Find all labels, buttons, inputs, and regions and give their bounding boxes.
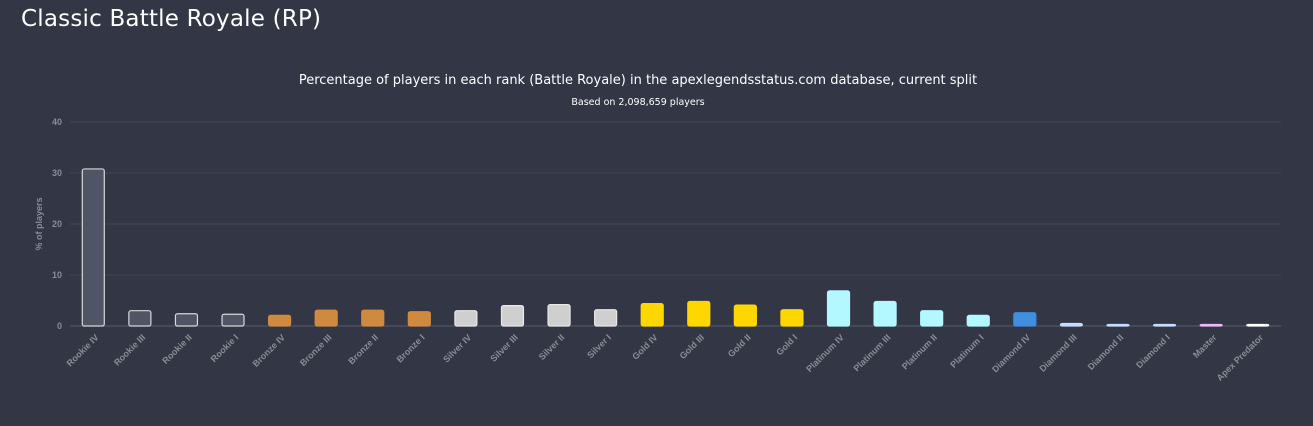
x-tick-label: Platinum I — [948, 332, 985, 369]
bar[interactable] — [174, 313, 199, 327]
x-tick-label: Rookie IV — [65, 332, 101, 368]
x-tick-label: Gold II — [726, 332, 753, 359]
bar[interactable] — [81, 168, 105, 327]
x-tick-label: Platinum IV — [804, 332, 846, 374]
bar[interactable] — [361, 309, 385, 327]
bar[interactable] — [547, 303, 571, 327]
y-tick-label: 20 — [52, 219, 62, 229]
bar[interactable] — [1059, 322, 1084, 327]
x-tick-label: Silver I — [585, 332, 613, 360]
x-tick-label: Diamond III — [1037, 332, 1078, 373]
bar[interactable] — [733, 304, 757, 327]
bar[interactable] — [1152, 323, 1177, 327]
y-axis-title: % of players — [34, 197, 44, 250]
bar[interactable] — [780, 309, 804, 327]
bar[interactable] — [314, 309, 338, 327]
x-tick-label: Diamond IV — [990, 332, 1032, 374]
x-tick-label: Gold IV — [630, 332, 659, 361]
bar[interactable] — [873, 300, 897, 327]
x-tick-label: Silver III — [488, 332, 519, 363]
bar[interactable] — [500, 305, 525, 327]
x-tick-label: Bronze III — [298, 332, 334, 368]
bar[interactable] — [826, 290, 851, 327]
x-tick-label: Master — [1191, 332, 1219, 360]
bar[interactable] — [267, 314, 292, 327]
x-tick-label: Platinum II — [900, 332, 939, 371]
bar[interactable] — [920, 310, 944, 327]
y-tick-label: 10 — [52, 270, 62, 280]
bar[interactable] — [128, 310, 152, 327]
bar[interactable] — [1013, 312, 1037, 327]
page-title: Classic Battle Royale (RP) — [21, 6, 322, 32]
x-tick-label: Platinum III — [851, 332, 892, 373]
bar[interactable] — [966, 314, 990, 327]
bar[interactable] — [1106, 323, 1130, 327]
y-tick-label: 30 — [52, 168, 62, 178]
chart-title: Percentage of players in each rank (Batt… — [299, 73, 977, 88]
x-tick-label: Silver IV — [441, 332, 473, 364]
x-tick-label: Bronze IV — [251, 332, 287, 368]
x-tick-label: Rookie III — [112, 332, 147, 367]
x-tick-label: Rookie I — [209, 332, 241, 364]
y-tick-label: 40 — [52, 117, 62, 127]
bar[interactable] — [221, 313, 245, 327]
x-tick-label: Apex Predator — [1215, 332, 1266, 383]
x-tick-label: Gold III — [678, 332, 707, 361]
bar[interactable] — [1199, 323, 1223, 327]
bar[interactable] — [1246, 323, 1270, 327]
chart-subtitle: Based on 2,098,659 players — [571, 97, 704, 108]
x-tick-label: Rookie II — [160, 332, 194, 366]
bar[interactable] — [454, 310, 478, 327]
x-tick-label: Silver II — [537, 332, 567, 362]
x-tick-label: Bronze I — [395, 332, 427, 364]
x-tick-label: Bronze II — [346, 332, 380, 366]
bar[interactable] — [594, 309, 618, 327]
y-tick-label: 0 — [57, 321, 62, 331]
bar[interactable] — [407, 311, 431, 327]
x-tick-label: Gold I — [774, 332, 799, 357]
x-tick-label: Diamond I — [1134, 332, 1172, 370]
bar[interactable] — [640, 302, 664, 327]
x-tick-label: Diamond II — [1086, 332, 1126, 372]
bar[interactable] — [687, 300, 711, 327]
